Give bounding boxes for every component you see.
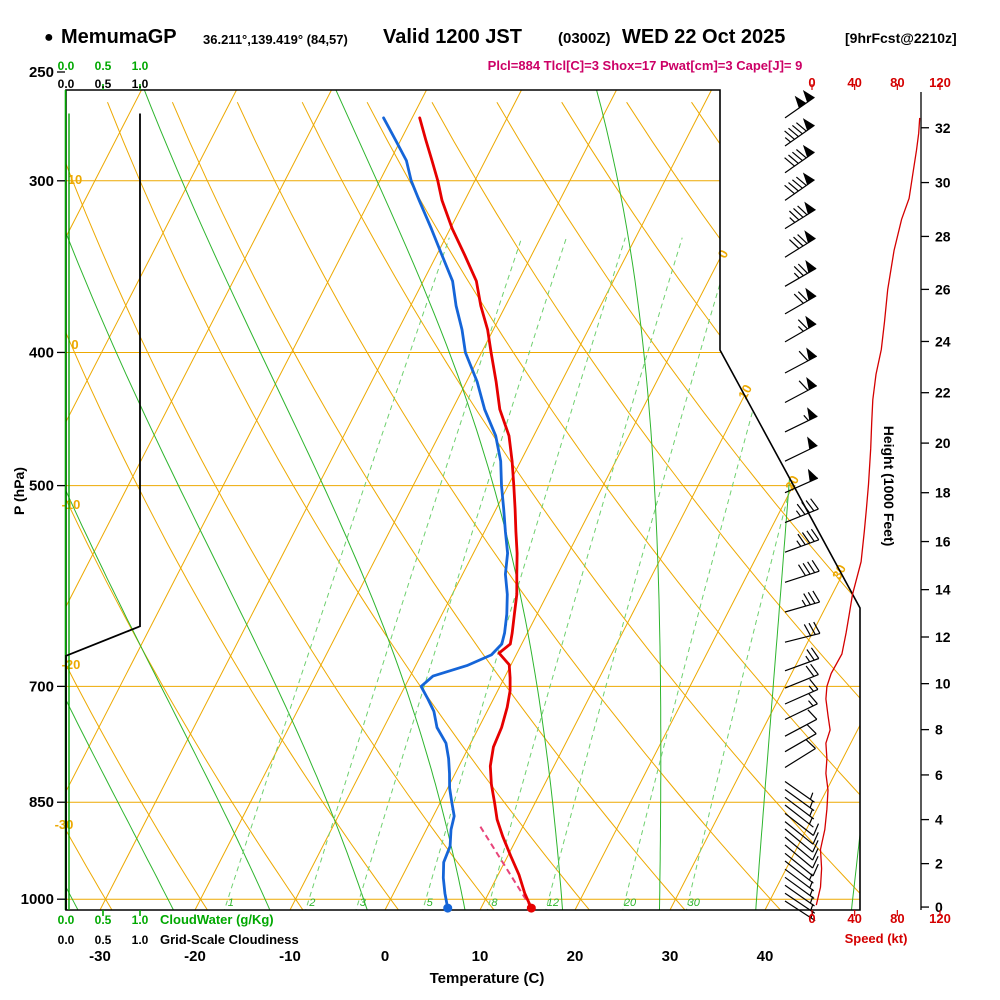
svg-text:10: 10: [935, 676, 951, 692]
svg-text:30: 30: [829, 562, 849, 582]
svg-text:-20: -20: [184, 948, 206, 965]
station-bullet-icon: ●: [44, 29, 54, 46]
svg-text:1.0: 1.0: [132, 59, 149, 73]
svg-text:400: 400: [29, 344, 54, 361]
svg-text:-30: -30: [55, 817, 74, 832]
svg-text:8: 8: [491, 897, 498, 909]
svg-text:1.0: 1.0: [132, 933, 149, 947]
svg-text:30: 30: [688, 897, 701, 909]
svg-text:0.0: 0.0: [58, 77, 75, 91]
svg-text:12: 12: [935, 629, 951, 645]
svg-text:CloudWater (g/Kg): CloudWater (g/Kg): [160, 912, 274, 927]
valid-zulu: (0300Z): [558, 30, 611, 47]
svg-text:-30: -30: [89, 948, 111, 965]
pressure-axis: 250 300 400 500 700 850 1000: [21, 64, 65, 908]
svg-text:0: 0: [935, 899, 943, 915]
stability-parameters: Plcl=884 Tlcl[C]=3 Shox=17 Pwat[cm]=3 Ca…: [487, 58, 803, 73]
svg-text:16: 16: [935, 534, 951, 550]
pressure-axis-title: P (hPa): [11, 467, 27, 515]
svg-text:14: 14: [935, 582, 951, 598]
svg-text:0.0: 0.0: [58, 913, 75, 927]
cloud-scales: 0.0 0.0 0.0 0.0 0.5 0.5 0.5 0.5 1.0 1.0 1.0 1.0 Clou…: [58, 59, 299, 947]
svg-text:0: 0: [808, 911, 815, 926]
svg-text:0.0: 0.0: [58, 933, 75, 947]
svg-text:Speed (kt): Speed (kt): [845, 931, 908, 946]
svg-text:0.5: 0.5: [95, 913, 112, 927]
surface-temperature-dot: [526, 903, 536, 913]
svg-text:10: 10: [68, 172, 82, 187]
height-axis-title: Height (1000 Feet): [881, 425, 897, 547]
temperature-axis-title: Temperature (C): [429, 970, 545, 987]
svg-text:30: 30: [935, 175, 951, 191]
svg-text:12: 12: [547, 897, 559, 909]
svg-text:4: 4: [935, 812, 943, 828]
svg-text:2: 2: [308, 897, 315, 909]
svg-text:1.0: 1.0: [132, 913, 149, 927]
svg-text:2: 2: [935, 856, 943, 872]
svg-text:28: 28: [935, 228, 951, 244]
svg-text:0.5: 0.5: [95, 933, 112, 947]
wind-barbs: [784, 90, 821, 922]
surface-dewpoint-dot: [443, 903, 453, 913]
svg-text:20: 20: [623, 897, 637, 909]
svg-text:40: 40: [757, 948, 774, 965]
svg-text:300: 300: [29, 173, 54, 190]
svg-text:10: 10: [472, 948, 489, 965]
svg-text:80: 80: [890, 75, 904, 90]
svg-text:0.5: 0.5: [95, 59, 112, 73]
svg-text:-20: -20: [62, 657, 81, 672]
svg-text:0: 0: [381, 948, 389, 965]
wind-speed-curve: [815, 117, 921, 906]
svg-text:250: 250: [29, 64, 54, 81]
svg-text:80: 80: [890, 911, 904, 926]
svg-text:0: 0: [808, 75, 815, 90]
temperature-axis: -30 -20 -10 0 10 20 30 40: [89, 948, 773, 965]
svg-text:0: 0: [715, 247, 732, 260]
valid-date: WED 22 Oct 2025: [622, 26, 786, 48]
svg-text:6: 6: [935, 767, 943, 783]
forecast-hour: [9hrFcst@2210z]: [845, 30, 957, 46]
svg-text:20: 20: [935, 435, 951, 451]
svg-text:Grid-Scale Cloudiness: Grid-Scale Cloudiness: [160, 932, 299, 947]
temperature-curve: [418, 116, 533, 910]
svg-text:120: 120: [929, 911, 951, 926]
svg-text:-10: -10: [62, 497, 81, 512]
cloudiness-profile: [65, 113, 141, 910]
svg-text:32: 32: [935, 120, 951, 136]
svg-text:1: 1: [228, 897, 234, 909]
svg-text:40: 40: [847, 911, 861, 926]
svg-text:0.0: 0.0: [58, 59, 75, 73]
svg-text:120: 120: [929, 75, 951, 90]
svg-text:0: 0: [71, 337, 78, 352]
svg-text:26: 26: [935, 281, 951, 297]
svg-text:18: 18: [935, 485, 951, 501]
svg-text:24: 24: [935, 333, 951, 349]
station-name: MemumaGP: [61, 26, 177, 48]
skewt-grid: 1 2 3 5 8 12 20 30: [66, 90, 860, 910]
station-coords: 36.211°,139.419° (84,57): [203, 32, 348, 47]
svg-text:20: 20: [567, 948, 584, 965]
svg-text:3: 3: [360, 897, 367, 909]
svg-text:-10: -10: [279, 948, 301, 965]
svg-text:40: 40: [847, 75, 861, 90]
valid-time: Valid 1200 JST: [383, 26, 522, 48]
svg-text:5: 5: [427, 897, 434, 909]
parcel-path: [478, 825, 533, 909]
svg-text:850: 850: [29, 794, 54, 811]
svg-text:1.0: 1.0: [132, 77, 149, 91]
svg-text:8: 8: [935, 722, 943, 738]
svg-text:1000: 1000: [21, 891, 54, 908]
svg-text:22: 22: [935, 385, 951, 401]
svg-text:500: 500: [29, 478, 54, 495]
svg-text:0.5: 0.5: [95, 77, 112, 91]
svg-text:10: 10: [735, 382, 755, 402]
dewpoint-curve: [382, 116, 510, 910]
svg-text:30: 30: [662, 948, 679, 965]
svg-text:700: 700: [29, 678, 54, 695]
